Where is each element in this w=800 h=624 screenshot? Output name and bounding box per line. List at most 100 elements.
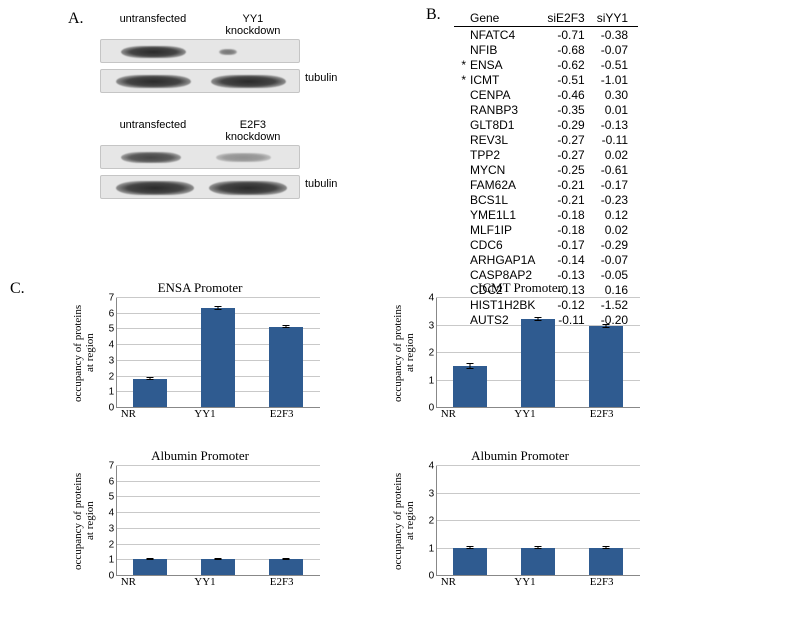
row-gene: ENSA (468, 57, 545, 72)
table-row: *ENSA-0.62-0.51 (454, 57, 638, 72)
row-gene: FAM62A (468, 177, 545, 192)
y-tick: 3 (96, 355, 114, 366)
y-tick: 4 (96, 340, 114, 351)
bar-wrap (198, 559, 238, 575)
row-asterisk (454, 177, 468, 192)
plot-area: 01234567 (96, 466, 330, 576)
row-siyy1: -0.51 (595, 57, 638, 72)
bar-wrap (586, 326, 626, 407)
row-asterisk (454, 102, 468, 117)
bar-wrap (450, 548, 490, 576)
plot-wrap: occupancy of proteinsat region01234567 (70, 466, 330, 576)
row-sie2f3: -0.27 (545, 132, 594, 147)
x-ticks: NRYY1E2F3 (90, 576, 320, 588)
plot-area: 01234 (416, 466, 650, 576)
row-asterisk (454, 132, 468, 147)
bars-container (436, 466, 640, 575)
row-asterisk (454, 192, 468, 207)
x-axis (116, 407, 320, 408)
row-siyy1: -0.38 (595, 27, 638, 43)
row-siyy1: 0.12 (595, 207, 638, 222)
bar (521, 319, 555, 407)
y-tick: 1 (96, 387, 114, 398)
row-sie2f3: -0.29 (545, 117, 594, 132)
x-tick: E2F3 (582, 408, 622, 420)
x-ticks: NRYY1E2F3 (410, 576, 640, 588)
row-sie2f3: -0.68 (545, 42, 594, 57)
y-tick: 2 (416, 516, 434, 527)
row-sie2f3: -0.35 (545, 102, 594, 117)
blot-group-e2f3: untransfected E2F3 knockdown tubulin (100, 120, 300, 199)
error-bar (606, 324, 607, 328)
row-asterisk: * (454, 57, 468, 72)
y-tick: 4 (96, 508, 114, 519)
x-tick: NR (108, 408, 148, 420)
panel-b-label: B. (426, 6, 441, 24)
x-tick: YY1 (185, 408, 225, 420)
x-ticks: NR YY1 E2F3 (90, 408, 320, 420)
row-asterisk (454, 222, 468, 237)
y-tick: 5 (96, 492, 114, 503)
bar-wrap (130, 559, 170, 575)
row-asterisk (454, 252, 468, 267)
bar (133, 559, 167, 575)
x-tick: NR (108, 576, 148, 588)
table-row: FAM62A-0.21-0.17 (454, 177, 638, 192)
x-tick: NR (428, 408, 468, 420)
x-axis (116, 575, 320, 576)
row-siyy1: -0.11 (595, 132, 638, 147)
y-tick: 1 (416, 543, 434, 554)
error-bar (286, 325, 287, 328)
error-bar (606, 546, 607, 549)
row-gene: MYCN (468, 162, 545, 177)
row-siyy1: -0.17 (595, 177, 638, 192)
bar-wrap (518, 548, 558, 576)
plot-area: 01234 (416, 298, 650, 408)
table-row: TPP2-0.270.02 (454, 147, 638, 162)
row-gene: CDC6 (468, 237, 545, 252)
row-siyy1: 0.02 (595, 147, 638, 162)
row-gene: YME1L1 (468, 207, 545, 222)
row-sie2f3: -0.27 (545, 147, 594, 162)
tubulin-label-2: tubulin (305, 178, 337, 190)
row-sie2f3: -0.62 (545, 57, 594, 72)
y-tick: 3 (96, 523, 114, 534)
error-bar (538, 317, 539, 321)
panel-c-label: C. (10, 280, 25, 298)
row-sie2f3: -0.14 (545, 252, 594, 267)
bar-wrap (266, 327, 306, 407)
tubulin-label-1: tubulin (305, 72, 337, 84)
bars-container (116, 466, 320, 575)
row-asterisk (454, 42, 468, 57)
row-gene: ARHGAP1A (468, 252, 545, 267)
bar (201, 308, 235, 407)
blot-e2f3-tubulin (100, 175, 300, 199)
row-gene: BCS1L (468, 192, 545, 207)
table-row: BCS1L-0.21-0.23 (454, 192, 638, 207)
plot-wrap: occupancy of proteinsat region01234567 (70, 298, 330, 408)
charts-grid: ENSA Promoteroccupancy of proteinsat reg… (70, 280, 650, 588)
y-tick: 4 (416, 461, 434, 472)
table-row: GLT8D1-0.29-0.13 (454, 117, 638, 132)
row-asterisk: * (454, 72, 468, 87)
row-siyy1: 0.30 (595, 87, 638, 102)
row-siyy1: 0.02 (595, 222, 638, 237)
bars-container (436, 298, 640, 407)
table-row: ARHGAP1A-0.14-0.07 (454, 252, 638, 267)
table-row: YME1L1-0.180.12 (454, 207, 638, 222)
x-ticks: NRYY1E2F3 (410, 408, 640, 420)
row-gene: GLT8D1 (468, 117, 545, 132)
row-gene: REV3L (468, 132, 545, 147)
bar-wrap (266, 559, 306, 575)
y-tick: 7 (96, 293, 114, 304)
x-tick: E2F3 (262, 408, 302, 420)
row-siyy1: -0.07 (595, 42, 638, 57)
row-gene: TPP2 (468, 147, 545, 162)
bar (453, 366, 487, 407)
error-bar (150, 558, 151, 560)
y-tick: 4 (416, 293, 434, 304)
row-sie2f3: -0.25 (545, 162, 594, 177)
bar-chart: Albumin Promoteroccupancy of proteinsat … (390, 448, 650, 588)
y-axis-label: occupancy of proteinsat region (70, 298, 96, 408)
bar (269, 559, 303, 575)
